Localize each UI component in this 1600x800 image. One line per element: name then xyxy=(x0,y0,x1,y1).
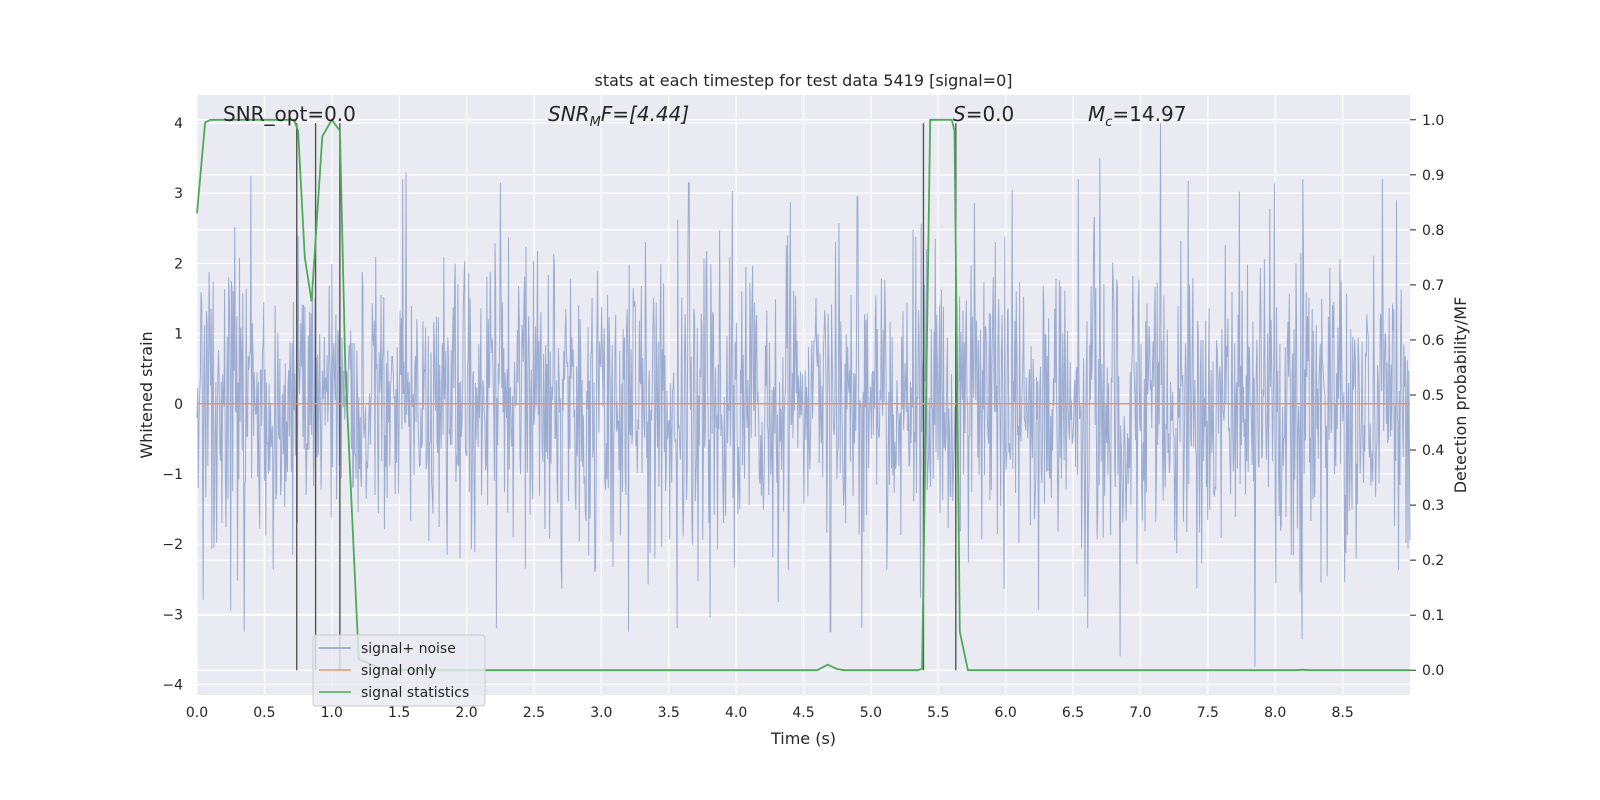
signal-statistics-line xyxy=(196,118,1410,672)
legend-label-signal-statistics: signal statistics xyxy=(361,685,469,701)
x-tick-label: 0.5 xyxy=(253,705,275,721)
y-tick-label: 2 xyxy=(174,256,183,272)
annotation-mc: Mc=14.97 xyxy=(1088,102,1186,130)
y-tick-label: −4 xyxy=(162,677,183,693)
y-tick-label: 0 xyxy=(174,397,183,413)
annotation-s-value: =0.0 xyxy=(966,102,1015,126)
annotation-mc-sub: c xyxy=(1105,115,1112,130)
y2-tick-label: 1.0 xyxy=(1422,113,1444,129)
y-tick-label: 3 xyxy=(174,186,183,202)
annotation-snr-mf-base: SNR xyxy=(548,102,590,126)
x-tick-label: 8.0 xyxy=(1264,705,1286,721)
x-tick-label: 4.0 xyxy=(725,705,747,721)
annotation-mc-value: =14.97 xyxy=(1112,102,1186,126)
x-tick-labels: 0.0 0.5 1.0 1.5 2.0 2.5 3.0 3.5 4.0 4.5 5.0 5.5 6.0 6… xyxy=(186,705,1354,721)
x-tick-label: 0.0 xyxy=(186,705,208,721)
annotation-s: S=0.0 xyxy=(953,102,1014,126)
legend-box xyxy=(312,634,486,707)
x-tick-label: 6.5 xyxy=(1062,705,1084,721)
chart-title: stats at each timestep for test data 541… xyxy=(594,71,1012,90)
x-tick-label: 1.0 xyxy=(321,705,343,721)
annotation-snr-mf: SNRMF=[4.44] xyxy=(548,102,689,130)
annotation-snr-mf-sub: M xyxy=(590,115,601,130)
y2-tick-label: 0.4 xyxy=(1422,443,1444,459)
x-tick-label: 4.5 xyxy=(792,705,814,721)
y-tick-label: 1 xyxy=(174,327,183,343)
y-tick-label: −2 xyxy=(162,537,183,553)
y2-tick-label: 0.1 xyxy=(1422,608,1444,624)
y2-tick-label: 0.6 xyxy=(1422,333,1444,349)
annotation-snr-mf-rest: F=[4.44] xyxy=(601,102,689,126)
y2-tick-label: 0.7 xyxy=(1422,278,1444,294)
x-tick-label: 7.0 xyxy=(1129,705,1151,721)
y2-tick-label: 0.2 xyxy=(1422,553,1444,569)
x-tick-label: 7.5 xyxy=(1197,705,1219,721)
series-signal-statistics xyxy=(196,118,1410,672)
y-tick-labels: −4 −3 −2 −1 0 1 2 3 4 xyxy=(162,116,183,693)
y2-tick-label: 0.8 xyxy=(1422,223,1444,239)
x-tick-label: 3.5 xyxy=(658,705,680,721)
y-tick-label: −3 xyxy=(162,607,183,623)
y-tick-label: 4 xyxy=(174,116,183,132)
x-tick-label: 1.5 xyxy=(388,705,410,721)
x-axis-label: Time (s) xyxy=(770,729,836,748)
annotation-s-label: S xyxy=(953,102,966,126)
x-tick-label: 6.0 xyxy=(995,705,1017,721)
x-tick-label: 3.0 xyxy=(590,705,612,721)
x-tick-label: 2.0 xyxy=(455,705,477,721)
x-tick-label: 5.5 xyxy=(927,705,949,721)
y2-tick-label: 0.5 xyxy=(1422,388,1444,404)
series-signal-noise xyxy=(196,123,1411,667)
y-axis-label: Whitened strain xyxy=(137,331,156,458)
annotation-snr-opt: SNR_opt=0.0 xyxy=(223,102,356,126)
y2-tick-label: 0.0 xyxy=(1422,663,1444,679)
y2-tick-labels: 0.0 0.1 0.2 0.3 0.4 0.5 0.6 0.7 0.8 0.9 1.0 xyxy=(1410,113,1444,679)
y-tick-label: −1 xyxy=(162,467,183,483)
legend: signal+ noise signal only signal statist… xyxy=(312,634,486,707)
legend-label-signal-noise: signal+ noise xyxy=(361,641,456,657)
x-tick-label: 5.0 xyxy=(860,705,882,721)
y2-tick-label: 0.3 xyxy=(1422,498,1444,514)
signal-noise-line xyxy=(196,123,1411,667)
y2-axis-label: Detection probability/MF xyxy=(1451,297,1470,494)
legend-label-signal-only: signal only xyxy=(361,663,436,679)
y2-tick-label: 0.9 xyxy=(1422,168,1444,184)
x-tick-label: 2.5 xyxy=(523,705,545,721)
x-tick-label: 8.5 xyxy=(1331,705,1353,721)
annotation-mc-base: M xyxy=(1088,102,1105,126)
